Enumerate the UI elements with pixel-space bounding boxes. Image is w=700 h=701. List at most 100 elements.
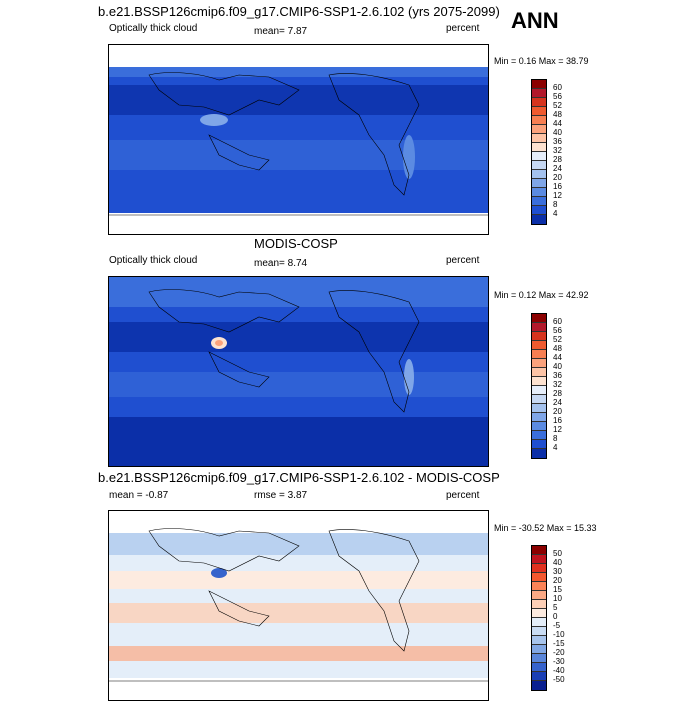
colorbar-swatch bbox=[532, 170, 546, 179]
colorbar-tick-label: 24 bbox=[553, 398, 562, 407]
colorbar-tick-label: 40 bbox=[553, 558, 562, 567]
colorbar-swatch bbox=[532, 188, 546, 197]
colorbar-swatch bbox=[532, 600, 546, 609]
colorbar-swatch bbox=[532, 591, 546, 600]
panel2-colorbar bbox=[531, 313, 547, 459]
colorbar-tick-label: 15 bbox=[553, 585, 562, 594]
season-label: ANN bbox=[511, 8, 559, 33]
colorbar-tick-label: 20 bbox=[553, 576, 562, 585]
colorbar-swatch bbox=[532, 636, 546, 645]
colorbar-tick-label: -20 bbox=[553, 648, 565, 657]
colorbar-swatch bbox=[532, 98, 546, 107]
colorbar-tick-label: 20 bbox=[553, 407, 562, 416]
colorbar-swatch bbox=[532, 627, 546, 636]
panel2-minmax-label: Min = 0.12 Max = 42.92 bbox=[494, 290, 589, 300]
colorbar-swatch bbox=[532, 134, 546, 143]
colorbar-tick-label: 40 bbox=[553, 362, 562, 371]
colorbar-tick-label: 30 bbox=[553, 567, 562, 576]
colorbar-tick-label: 32 bbox=[553, 380, 562, 389]
panel1-minmax-label: Min = 0.16 Max = 38.79 bbox=[494, 56, 589, 66]
panel1-mean-label: mean= 7.87 bbox=[254, 26, 308, 37]
colorbar-tick-label: 28 bbox=[553, 389, 562, 398]
colorbar-tick-label: 40 bbox=[553, 128, 562, 137]
colorbar-tick-label: -30 bbox=[553, 657, 565, 666]
panel1-map-field bbox=[109, 45, 488, 234]
colorbar-swatch bbox=[532, 654, 546, 663]
colorbar-tick-label: 52 bbox=[553, 101, 562, 110]
colorbar-tick-label: -10 bbox=[553, 630, 565, 639]
colorbar-swatch bbox=[532, 440, 546, 449]
panel1-title: b.e21.BSSP126cmip6.f09_g17.CMIP6-SSP1-2.… bbox=[98, 4, 500, 19]
colorbar-swatch bbox=[532, 564, 546, 573]
colorbar-swatch bbox=[532, 89, 546, 98]
colorbar-tick-label: 36 bbox=[553, 137, 562, 146]
colorbar-tick-label: 56 bbox=[553, 92, 562, 101]
colorbar-tick-label: 12 bbox=[553, 191, 562, 200]
colorbar-swatch bbox=[532, 179, 546, 188]
colorbar-tick-label: 48 bbox=[553, 344, 562, 353]
colorbar-swatch bbox=[532, 206, 546, 215]
panel2-units-label: percent bbox=[446, 255, 480, 266]
colorbar-swatch bbox=[532, 582, 546, 591]
panel3-units-label: percent bbox=[446, 490, 480, 501]
colorbar-tick-label: 4 bbox=[553, 443, 558, 452]
colorbar-swatch bbox=[532, 609, 546, 618]
colorbar-tick-label: -5 bbox=[553, 621, 561, 630]
colorbar-swatch bbox=[532, 332, 546, 341]
colorbar-tick-label: 44 bbox=[553, 353, 562, 362]
colorbar-swatch bbox=[532, 143, 546, 152]
panel3-map bbox=[108, 510, 489, 701]
colorbar-tick-label: 60 bbox=[553, 317, 562, 326]
colorbar-tick-label: 52 bbox=[553, 335, 562, 344]
panel3-colorbar bbox=[531, 545, 547, 691]
colorbar-tick-label: 12 bbox=[553, 425, 562, 434]
panel1-variable-label: Optically thick cloud bbox=[109, 23, 198, 34]
colorbar-swatch bbox=[532, 681, 546, 690]
colorbar-tick-label: 8 bbox=[553, 200, 558, 209]
panel2-map bbox=[108, 276, 489, 467]
panel1-units-label: percent bbox=[446, 23, 480, 34]
panel1-colorbar bbox=[531, 79, 547, 225]
panel3-mean-label: mean = -0.87 bbox=[109, 490, 169, 501]
colorbar-tick-label: 5 bbox=[553, 603, 558, 612]
colorbar-tick-label: 24 bbox=[553, 164, 562, 173]
colorbar-swatch bbox=[532, 215, 546, 224]
panel2-map-field bbox=[109, 277, 488, 466]
colorbar-swatch bbox=[532, 422, 546, 431]
colorbar-swatch bbox=[532, 152, 546, 161]
colorbar-tick-label: -15 bbox=[553, 639, 565, 648]
colorbar-swatch bbox=[532, 555, 546, 564]
colorbar-swatch bbox=[532, 116, 546, 125]
panel3-title: b.e21.BSSP126cmip6.f09_g17.CMIP6-SSP1-2.… bbox=[98, 470, 500, 485]
colorbar-swatch bbox=[532, 125, 546, 134]
panel2-variable-label: Optically thick cloud bbox=[109, 255, 198, 266]
colorbar-swatch bbox=[532, 618, 546, 627]
colorbar-swatch bbox=[532, 161, 546, 170]
colorbar-swatch bbox=[532, 323, 546, 332]
colorbar-swatch bbox=[532, 359, 546, 368]
panel2-mean-label: mean= 8.74 bbox=[254, 258, 308, 269]
colorbar-swatch bbox=[532, 341, 546, 350]
colorbar-swatch bbox=[532, 645, 546, 654]
colorbar-swatch bbox=[532, 413, 546, 422]
colorbar-swatch bbox=[532, 573, 546, 582]
panel1-map bbox=[108, 44, 489, 235]
colorbar-tick-label: 44 bbox=[553, 119, 562, 128]
colorbar-tick-label: 8 bbox=[553, 434, 558, 443]
colorbar-tick-label: 56 bbox=[553, 326, 562, 335]
colorbar-tick-label: -40 bbox=[553, 666, 565, 675]
colorbar-tick-label: 4 bbox=[553, 209, 558, 218]
colorbar-swatch bbox=[532, 314, 546, 323]
colorbar-swatch bbox=[532, 431, 546, 440]
colorbar-swatch bbox=[532, 80, 546, 89]
colorbar-tick-label: 60 bbox=[553, 83, 562, 92]
colorbar-swatch bbox=[532, 377, 546, 386]
panel3-minmax-label: Min = -30.52 Max = 15.33 bbox=[494, 523, 597, 533]
colorbar-tick-label: 0 bbox=[553, 612, 558, 621]
colorbar-tick-label: 20 bbox=[553, 173, 562, 182]
colorbar-swatch bbox=[532, 449, 546, 458]
colorbar-tick-label: 16 bbox=[553, 416, 562, 425]
colorbar-swatch bbox=[532, 368, 546, 377]
colorbar-swatch bbox=[532, 404, 546, 413]
colorbar-tick-label: 32 bbox=[553, 146, 562, 155]
